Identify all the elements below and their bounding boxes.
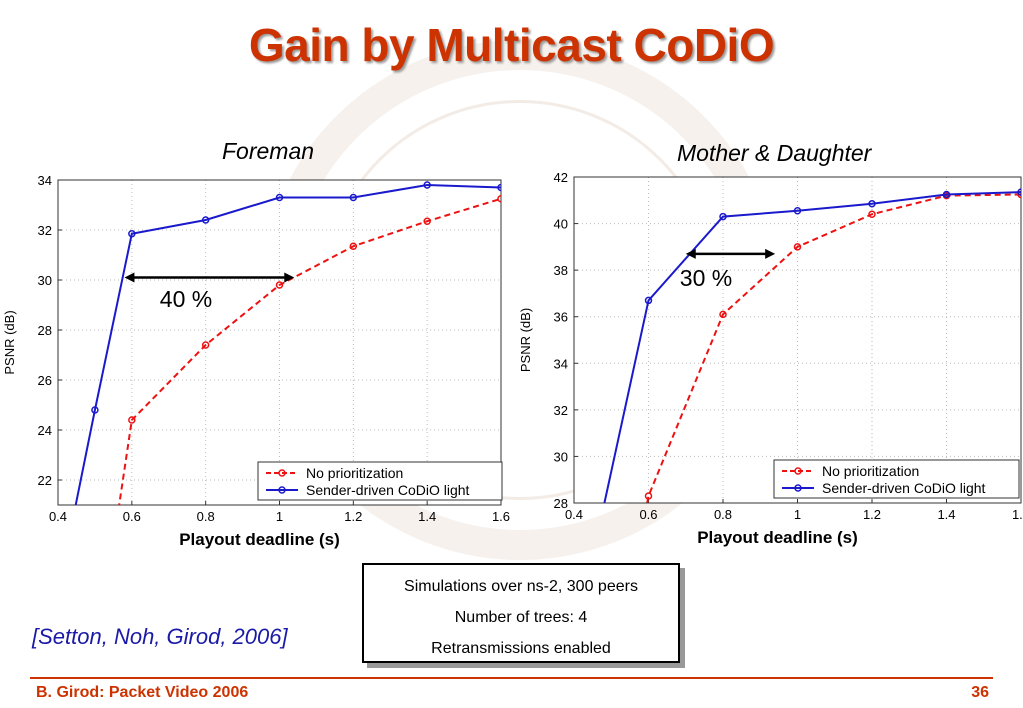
data-point [497, 195, 501, 203]
data-point [128, 230, 136, 238]
chart1-title: Foreman [222, 138, 315, 164]
info-line-3: Retransmissions enabled [431, 640, 611, 657]
y-tick-label: 24 [38, 423, 52, 438]
data-point [644, 296, 653, 305]
y-tick-label: 40 [554, 217, 568, 232]
gain-label: 30 % [680, 265, 732, 291]
series-group [74, 181, 501, 505]
y-tick-label: 38 [554, 263, 568, 278]
y-tick-label: 28 [554, 496, 568, 511]
data-point [275, 281, 284, 289]
footer-divider [30, 677, 993, 679]
footer-author: B. Girod: Packet Video 2006 [36, 684, 249, 701]
x-tick-label: 1.4 [418, 509, 436, 524]
data-point [201, 341, 210, 349]
x-axis-label: Playout deadline (s) [179, 530, 340, 549]
y-tick-label: 34 [38, 173, 52, 188]
series-line-1 [118, 197, 501, 505]
x-tick-label: 1.2 [344, 509, 362, 524]
data-point [349, 193, 358, 202]
legend-entry: Sender-driven CoDiO light [306, 482, 470, 498]
citation: [Setton, Noh, Girod, 2006] [32, 624, 288, 649]
page-number: 36 [971, 684, 989, 701]
data-point [128, 416, 136, 424]
y-tick-label: 36 [554, 310, 568, 325]
info-line-1: Simulations over ns-2, 300 peers [404, 578, 638, 595]
gain-arrow-head-right [284, 272, 295, 283]
series-group [603, 188, 1021, 692]
plot-area [574, 177, 1021, 503]
x-tick-label: 0.8 [714, 507, 732, 522]
gain-label: 40 % [160, 286, 212, 312]
x-tick-label: 1.2 [863, 507, 881, 522]
simulation-info-box: Simulations over ns-2, 300 peers Number … [362, 563, 680, 663]
data-point [793, 243, 802, 251]
gain-arrow-head-right [765, 248, 776, 259]
y-tick-label: 30 [38, 273, 52, 288]
slide-title: Gain by Multicast CoDiO [248, 19, 775, 71]
y-tick-label: 22 [38, 473, 52, 488]
x-axis-label: Playout deadline (s) [697, 528, 858, 547]
y-tick-label: 26 [38, 373, 52, 388]
x-tick-label: 0.6 [123, 509, 141, 524]
legend-swatch-marker [278, 469, 286, 477]
y-axis-label: PSNR (dB) [518, 308, 533, 372]
legend-swatch-marker [794, 467, 802, 475]
data-point [942, 190, 951, 199]
x-tick-label: 1.6 [492, 509, 510, 524]
legend-swatch-marker [794, 484, 802, 492]
y-tick-label: 34 [554, 356, 568, 371]
legend-entry: No prioritization [306, 465, 403, 481]
x-tick-label: 0.8 [197, 509, 215, 524]
data-point [423, 217, 431, 225]
data-point [497, 183, 501, 192]
series-line-2 [603, 191, 1021, 503]
x-tick-label: 1.6 [1012, 507, 1023, 522]
x-tick-label: 1.4 [937, 507, 955, 522]
data-point [201, 216, 210, 224]
chart2-title: Mother & Daughter [677, 140, 872, 166]
legend-box [257, 461, 503, 501]
y-tick-label: 32 [554, 403, 568, 418]
x-tick-label: 0.4 [49, 509, 67, 524]
x-tick-label: 1 [794, 507, 801, 522]
y-tick-label: 28 [38, 323, 52, 338]
y-tick-label: 30 [554, 449, 568, 464]
y-axis-label: PSNR (dB) [2, 310, 17, 374]
data-point [868, 200, 876, 208]
legend-entry: Sender-driven CoDiO light [822, 480, 986, 496]
info-line-2: Number of trees: 4 [454, 609, 588, 626]
y-tick-label: 32 [38, 223, 52, 238]
y-tick-label: 42 [554, 170, 568, 185]
legend-entry: No prioritization [822, 463, 919, 479]
data-point [275, 193, 284, 202]
gain-arrow-head-left [685, 248, 696, 259]
x-tick-label: 1 [276, 509, 283, 524]
data-point [1017, 190, 1021, 199]
x-tick-label: 0.4 [565, 507, 583, 522]
legend-swatch-marker [278, 486, 286, 494]
series-line-2 [74, 183, 501, 505]
data-point [423, 181, 431, 189]
legend-box [773, 459, 1020, 499]
gain-arrow-head-left [124, 272, 135, 283]
x-tick-label: 0.6 [639, 507, 657, 522]
series-line-1 [646, 193, 1021, 503]
data-point [349, 242, 358, 250]
data-point [719, 310, 727, 319]
data-point [1017, 188, 1021, 196]
data-point [868, 210, 876, 219]
data-point [793, 207, 802, 215]
data-point [719, 212, 727, 221]
data-point [91, 406, 99, 414]
data-point [608, 686, 614, 692]
data-point [644, 492, 653, 500]
